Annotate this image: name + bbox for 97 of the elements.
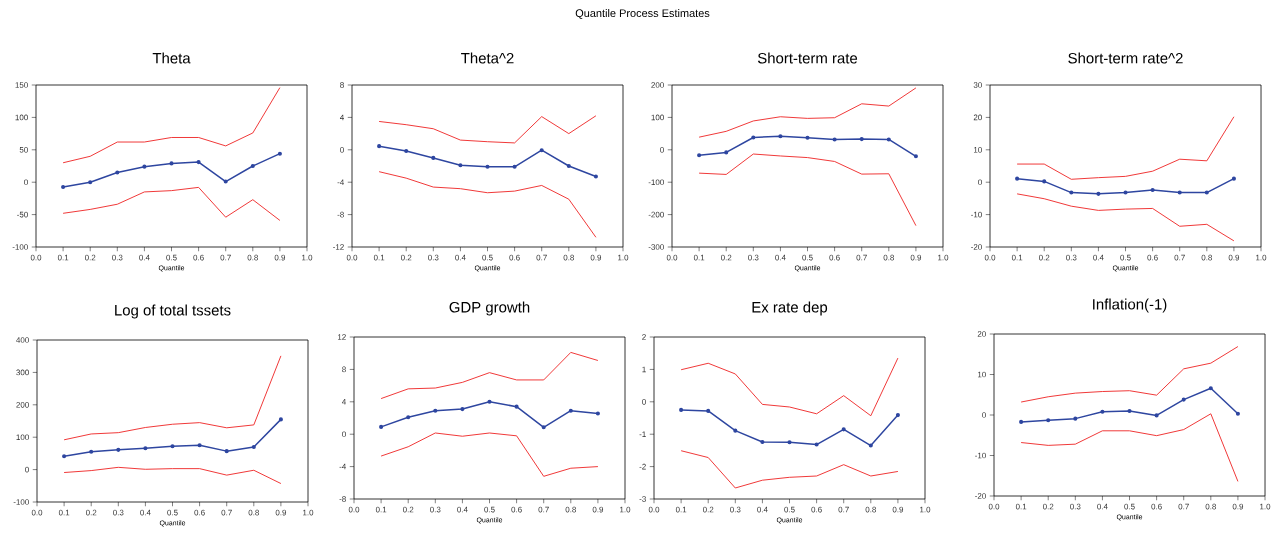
line-series (378, 171, 597, 238)
point (1154, 413, 1159, 418)
point (568, 408, 573, 413)
point (913, 154, 918, 159)
line-series (698, 87, 917, 138)
point (886, 137, 891, 142)
point (814, 442, 819, 447)
line-series (1016, 193, 1235, 242)
point (724, 150, 729, 155)
point (115, 170, 120, 175)
point (697, 153, 702, 158)
point (1096, 191, 1101, 196)
point (832, 137, 837, 142)
point (251, 444, 256, 449)
point (431, 155, 436, 160)
point (278, 417, 283, 422)
point (1015, 176, 1020, 181)
line-series (62, 186, 281, 221)
point (1181, 397, 1186, 402)
point (89, 449, 94, 454)
point (1235, 411, 1240, 416)
point (1177, 190, 1182, 195)
line-series (63, 355, 282, 441)
chart-title: Log of total tssets (115, 304, 231, 319)
line-series (380, 351, 599, 400)
chart-title: Theta (152, 52, 191, 64)
line-series (380, 432, 599, 477)
point (406, 415, 411, 420)
chart-title: Short-term rate (757, 52, 858, 64)
point (277, 151, 282, 156)
point (514, 404, 519, 409)
chart-title: Inflation(-1) (1093, 298, 1167, 313)
point (593, 174, 598, 179)
point (1069, 190, 1074, 195)
point (1123, 190, 1128, 195)
point (88, 180, 93, 185)
point (143, 446, 148, 451)
point (485, 164, 490, 169)
point (679, 407, 684, 412)
point (196, 160, 201, 165)
point (458, 163, 463, 168)
line-series (1020, 346, 1239, 403)
point (250, 163, 255, 169)
point (868, 443, 873, 448)
point (379, 424, 384, 429)
point (404, 148, 409, 154)
chart-title: Short-term rate^2 (1068, 52, 1183, 64)
point (433, 408, 438, 413)
point (778, 134, 783, 139)
line-series (378, 115, 597, 144)
point (142, 164, 147, 169)
line-series (1016, 116, 1235, 180)
point (751, 135, 756, 140)
point (61, 185, 66, 190)
point (539, 148, 544, 153)
point (170, 444, 175, 449)
point (223, 179, 228, 184)
point (116, 447, 121, 452)
line-series (62, 87, 281, 164)
line-series (698, 153, 917, 227)
chart-title: GDP growth (449, 301, 530, 316)
point (706, 408, 711, 413)
point (787, 440, 792, 445)
point (541, 425, 546, 430)
point (733, 428, 738, 433)
point (1019, 419, 1024, 424)
line-series (1020, 413, 1239, 482)
point (224, 449, 229, 454)
point (1046, 418, 1051, 423)
point (460, 407, 465, 412)
point (1100, 409, 1105, 414)
point (1150, 187, 1155, 193)
point (1127, 408, 1132, 413)
line-series (63, 466, 282, 484)
point (1208, 386, 1213, 391)
text: Quantile Process Estimates (575, 9, 710, 19)
point (197, 443, 202, 448)
line-series (680, 357, 899, 417)
chart-title: Theta^2 (461, 52, 514, 64)
point (1204, 190, 1209, 195)
point (62, 454, 67, 459)
point (169, 161, 174, 166)
point (512, 164, 517, 169)
point (1073, 416, 1078, 421)
point (841, 427, 846, 432)
point (595, 411, 600, 416)
chart-title: Ex rate dep (752, 301, 828, 316)
point (805, 135, 810, 140)
point (377, 144, 382, 149)
point (859, 137, 864, 142)
point (760, 439, 765, 445)
point (1042, 179, 1047, 184)
point (566, 163, 571, 169)
line-series (680, 450, 899, 489)
point (895, 413, 900, 418)
point (1231, 176, 1236, 181)
point (487, 399, 492, 404)
